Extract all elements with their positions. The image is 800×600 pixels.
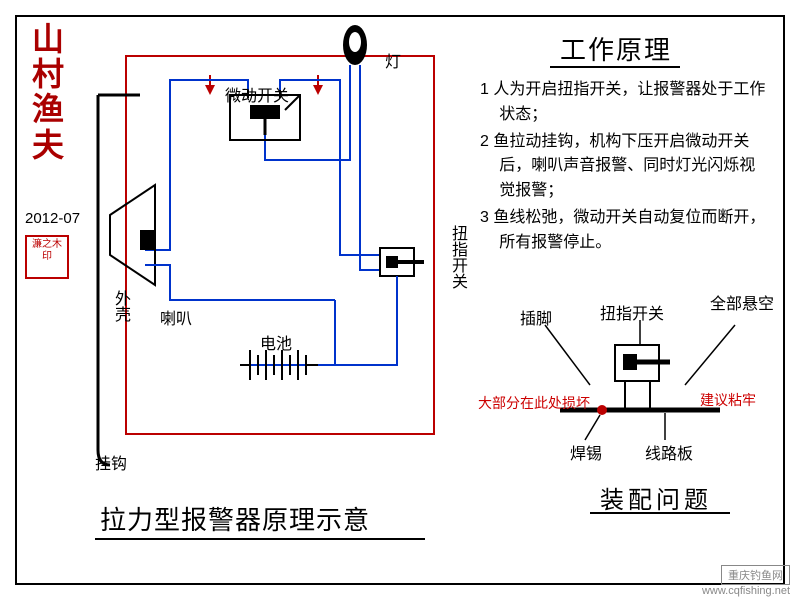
watermark-url: www.cqfishing.net: [702, 585, 790, 597]
label-pcb: 线路板: [645, 440, 693, 464]
label-pin: 插脚: [520, 305, 552, 329]
principle-item: 3 鱼线松弛，微动开关自动复位而断开，所有报警停止。: [480, 206, 770, 256]
label-asm-thumb-switch: 扭指开关: [600, 300, 664, 324]
label-all-float: 全部悬空: [710, 295, 774, 314]
label-battery: 电池: [260, 330, 292, 354]
label-hook: 挂钩: [95, 450, 127, 474]
label-suggest: 建议粘牢: [700, 390, 756, 410]
main-title: 拉力型报警器原理示意: [100, 500, 370, 537]
working-principle-list: 1 人为开启扭指开关，让报警器处于工作状态； 2 鱼拉动挂钩，机构下压开启微动开…: [480, 78, 770, 258]
working-principle-title: 工作原理: [560, 30, 672, 67]
label-speaker: 喇叭: [160, 305, 192, 329]
label-damage: 大部分在此处损坏: [478, 395, 548, 412]
label-solder: 焊锡: [570, 440, 602, 464]
label-micro-switch: 微动开关: [225, 82, 289, 106]
main-title-underline: [95, 538, 425, 540]
assembly-underline: [590, 512, 730, 514]
assembly-title: 装配问题: [600, 480, 712, 515]
brand-vertical: 山村渔夫: [28, 22, 68, 163]
date-text: 2012-07: [25, 210, 80, 227]
label-case: 外壳: [108, 290, 132, 322]
label-thumb-switch: 扭指开关: [445, 225, 469, 289]
watermark-name: 重庆钓鱼网: [721, 565, 790, 585]
principle-item: 2 鱼拉动挂钩，机构下压开启微动开关后，喇叭声音报警、同时灯光闪烁视觉报警；: [480, 130, 770, 204]
working-principle-underline: [550, 66, 680, 68]
principle-item: 1 人为开启扭指开关，让报警器处于工作状态；: [480, 78, 770, 128]
watermark: 重庆钓鱼网 www.cqfishing.net: [702, 565, 790, 597]
label-lamp: 灯: [385, 48, 401, 72]
seal-stamp: 濂之木印: [25, 235, 69, 279]
